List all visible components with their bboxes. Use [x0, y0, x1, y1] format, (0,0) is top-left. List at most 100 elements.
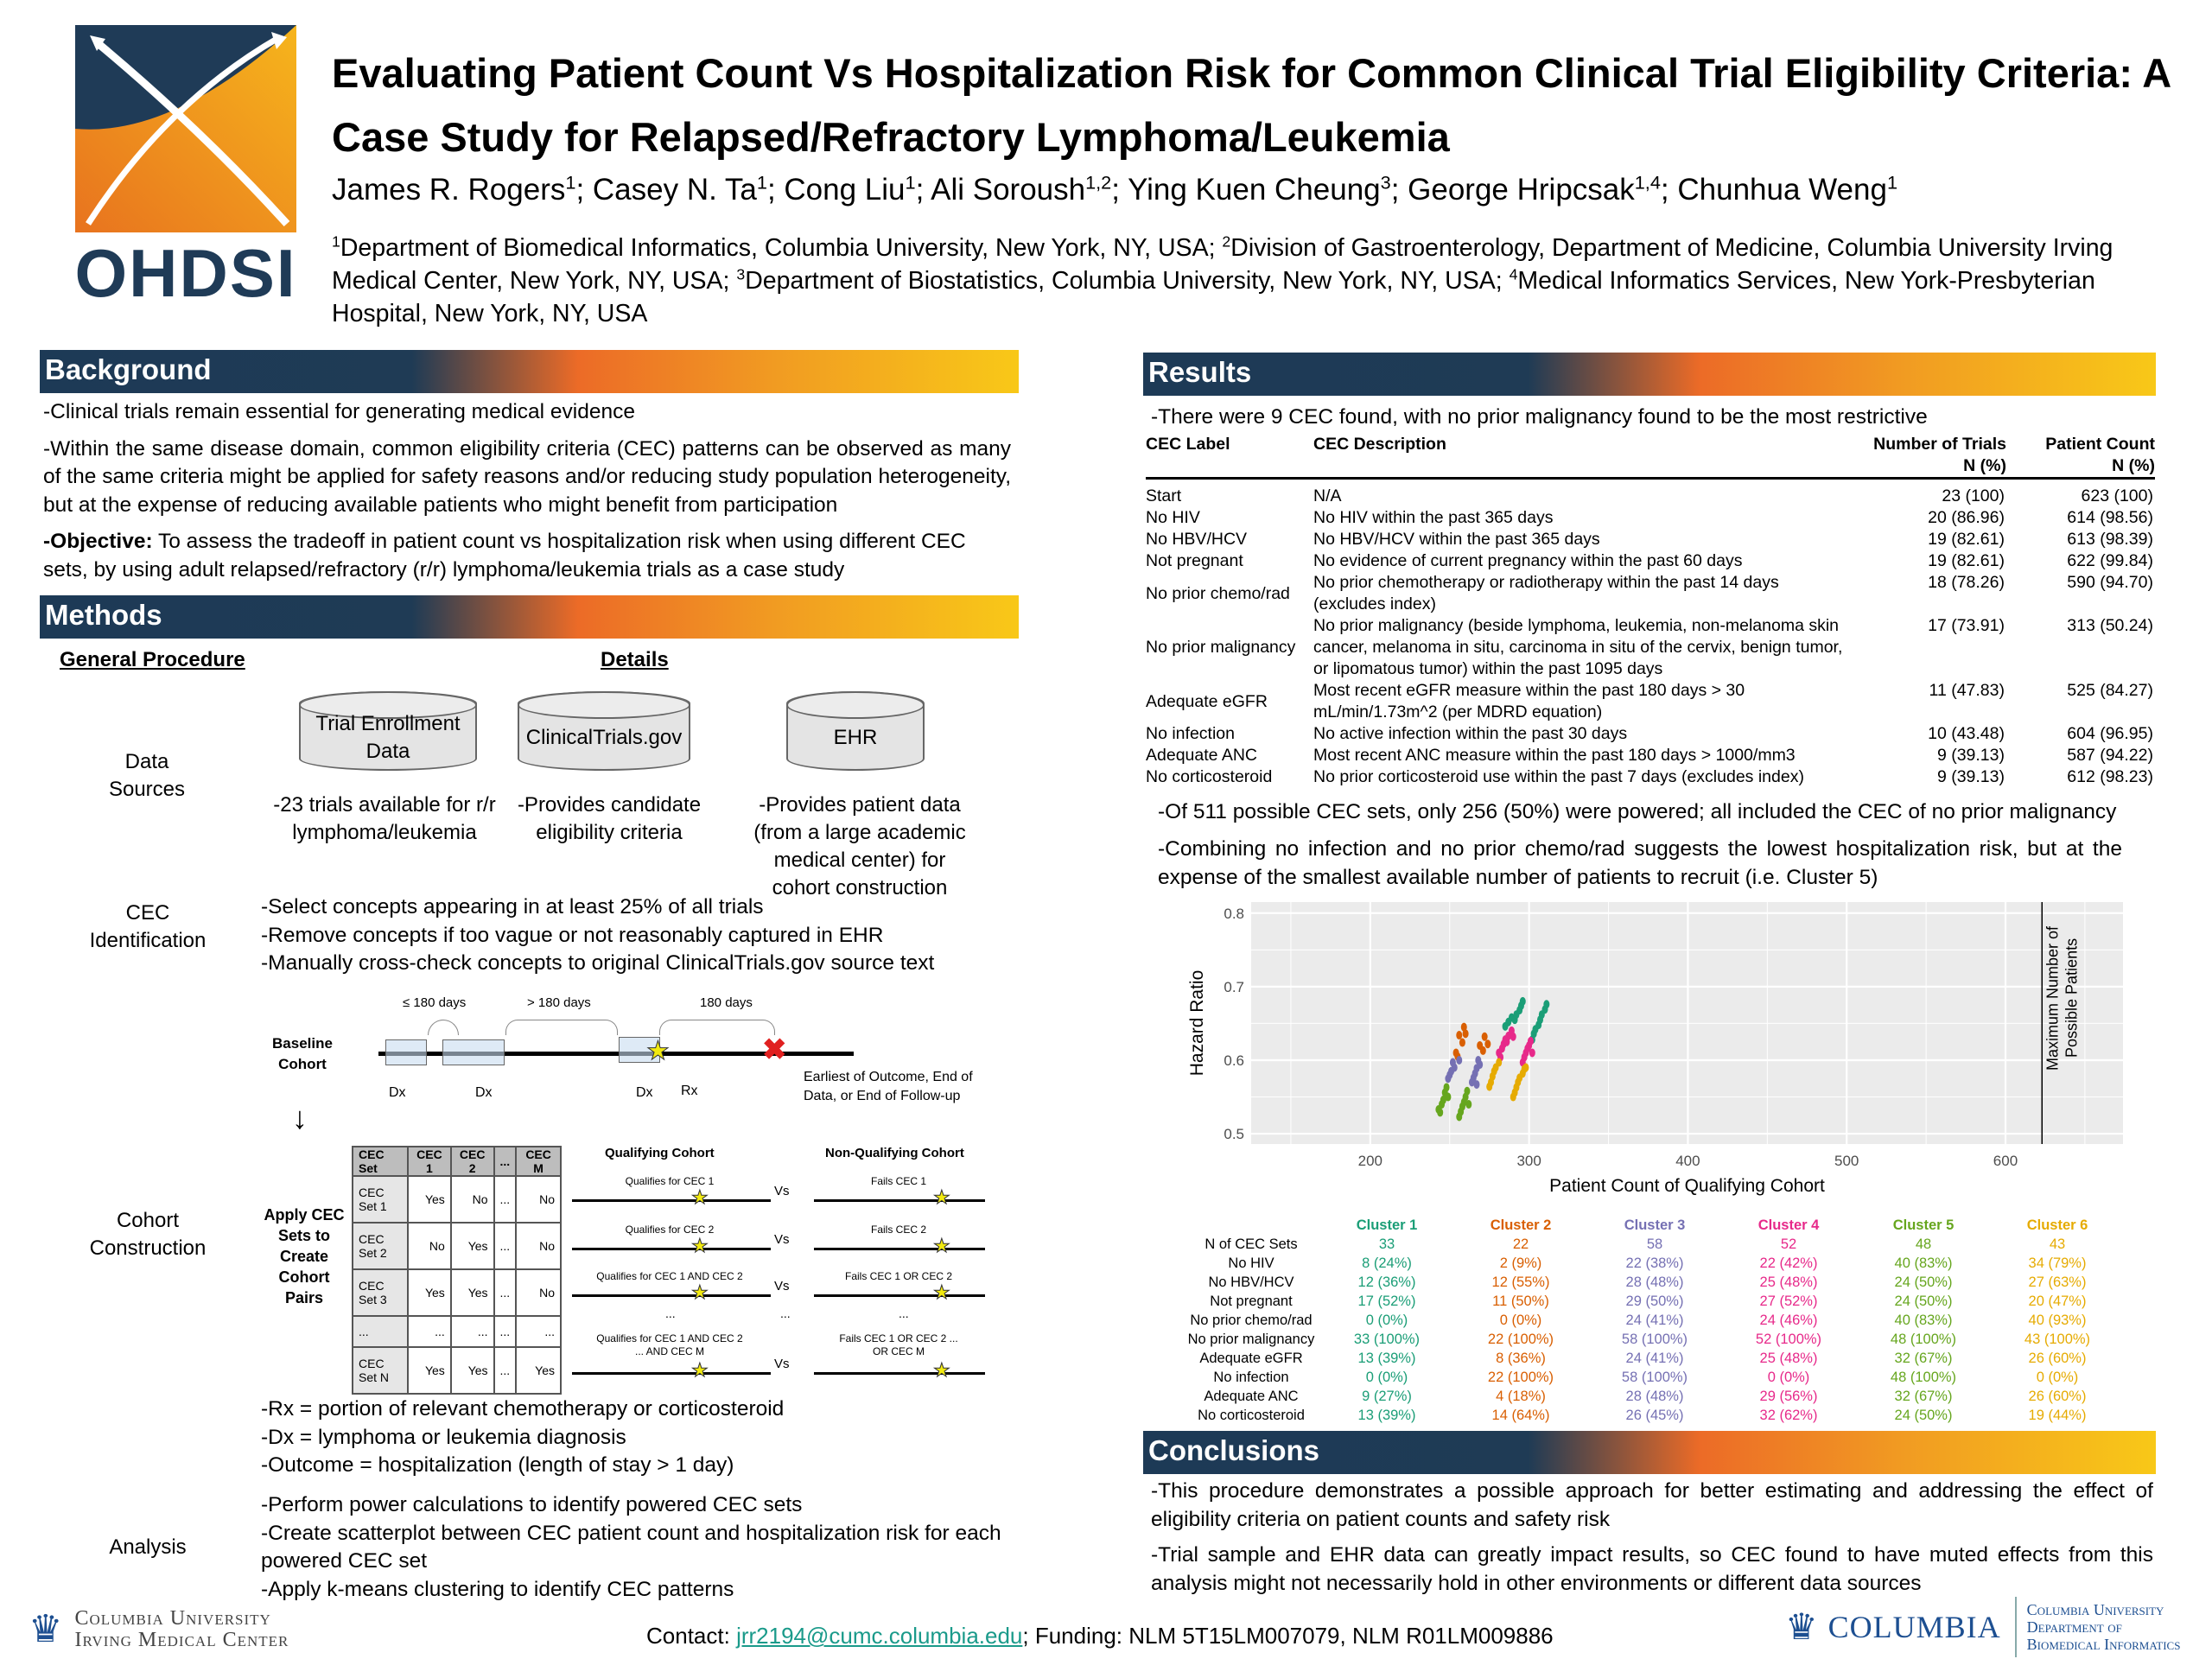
point-cluster-3 [1477, 1060, 1484, 1070]
cec-trials: 17 (73.91) [1928, 616, 2005, 635]
contact-email-link[interactable]: jrr2194@cumc.columbia.edu [736, 1623, 1023, 1649]
x-axis-label: Patient Count of Qualifying Cohort [1549, 1176, 1825, 1196]
grid-cell: CEC Set 2 [351, 1222, 410, 1270]
cluster-value: 48 [1915, 1236, 1932, 1252]
cec-label: Start [1146, 486, 1182, 505]
source-caption: -23 trials available for r/r lymphoma/le… [273, 793, 496, 844]
grid-row: CEC Set N Yes Yes... Yes [351, 1346, 562, 1395]
cluster-value: 32 (67%) [1894, 1351, 1953, 1366]
cluster-header: Cluster 1 [1356, 1217, 1418, 1233]
cec-description: No prior corticosteroid use within the p… [1313, 767, 1804, 786]
cec-description: Most recent ANC measure within the past … [1313, 746, 1796, 765]
cluster-value: 12 (55%) [1491, 1274, 1550, 1290]
cec-label: Adequate ANC [1146, 746, 1258, 765]
point-cluster-3 [1451, 1063, 1458, 1072]
point-cluster-5 [1440, 1095, 1446, 1104]
cluster-value: 0 (0%) [2036, 1370, 2079, 1385]
rx-star-icon: ★ [646, 1037, 671, 1065]
cluster-value: 26 (45%) [1625, 1408, 1684, 1423]
rx-label: Rx [681, 1084, 698, 1098]
cluster-header: Cluster 3 [1624, 1217, 1686, 1233]
logo-line: Columbia University [2026, 1601, 2164, 1618]
baseline-cohort-label: Baseline Cohort [272, 1035, 333, 1072]
bullet: -Apply k-means clustering to identify CE… [261, 1577, 734, 1601]
y-axis-label: Hazard Ratio [1187, 970, 1207, 1077]
definitions: -Rx = portion of relevant chemotherapy o… [261, 1395, 784, 1480]
qualifying-timeline [572, 1372, 771, 1375]
cec-trials: 11 (47.83) [1929, 681, 2005, 700]
cluster-value: 9 (27%) [1362, 1389, 1412, 1404]
cec-label: Adequate eGFR [1146, 691, 1268, 711]
background-point-1: -Clinical trials remain essential for ge… [43, 400, 635, 423]
definition: -Outcome = hospitalization (length of st… [261, 1453, 734, 1477]
results-point-3: -Combining no infection and no prior che… [1158, 837, 2122, 889]
nonqualifying-label: Fails CEC 1 OR CEC 2 ... OR CEC M [839, 1332, 958, 1357]
source-name: ClinicalTrials.gov [525, 726, 683, 749]
cec-row: No corticosteroid No prior corticosteroid… [1146, 766, 2155, 788]
cluster-value: 20 (47%) [2028, 1294, 2087, 1309]
point-cluster-1 [1519, 996, 1526, 1006]
cluster-value: 17 (52%) [1357, 1294, 1416, 1309]
dx-box [385, 1039, 427, 1065]
ellipsis: ... [780, 1306, 791, 1320]
grid-cell: ... [351, 1315, 410, 1348]
gap-label: > 180 days [527, 995, 591, 1010]
background-point-2: -Within the same disease domain, common … [43, 436, 1011, 517]
author-name: Ali Soroush [931, 173, 1086, 207]
end-x-icon: ✖ [762, 1033, 787, 1066]
cluster-value: 29 (50%) [1625, 1294, 1684, 1309]
col-details: Details [601, 648, 669, 671]
gap-label: ≤ 180 days [403, 995, 467, 1010]
cluster-value: 58 (100%) [1621, 1332, 1688, 1347]
author-affiliation-sup: 1,4 [1634, 171, 1661, 194]
x-tick-label: 200 [1358, 1153, 1382, 1169]
background-body: -Clinical trials remain essential for ge… [43, 398, 1011, 584]
cec-row: No prior chemo/rad No prior chemotherapy … [1146, 572, 2155, 615]
author-name: Casey N. Ta [592, 173, 757, 207]
nonqualifying-label: Fails CEC 2 [870, 1224, 926, 1236]
y-tick-label: 0.7 [1224, 979, 1244, 995]
cluster-value: 0 (0%) [1767, 1370, 1810, 1385]
gap-label: 180 days [700, 995, 753, 1010]
rx-star-icon: ★ [691, 1235, 709, 1256]
grid-header-cell: CEC M [515, 1146, 562, 1177]
cluster-value: 2 (9%) [1499, 1255, 1542, 1271]
crown-icon: ♛ [1785, 1606, 1818, 1647]
cec-identification-label: CEC Identification [89, 901, 207, 952]
analysis-bullets: -Perform power calculations to identify … [261, 1491, 1021, 1604]
author-name: Ying Kuen Cheung [1128, 173, 1381, 207]
cluster-value: 22 [1512, 1236, 1529, 1252]
grid-cell: ... [493, 1222, 518, 1270]
author-affiliation-sup: 3 [1380, 171, 1391, 194]
rx-star-icon: ★ [933, 1186, 951, 1208]
grid-cell: ... [515, 1315, 562, 1348]
cec-trials: 19 (82.61) [1928, 551, 2005, 570]
background-objective: -Objective: To assess the tradeoff in pa… [43, 528, 1011, 584]
author-affiliation-sup: 1,2 [1085, 171, 1112, 194]
results-intro: -There were 9 CEC found, with no prior m… [1151, 405, 1928, 429]
grid-header-cell: CEC 1 [407, 1146, 452, 1177]
cec-row: No infection No active infection within t… [1146, 723, 2155, 745]
author-affiliation-sup: 1 [565, 171, 576, 194]
qualifying-label: Qualifies for CEC 1 [625, 1175, 715, 1187]
cluster-value: 40 (83%) [1894, 1313, 1953, 1328]
cec-label: No HIV [1146, 508, 1200, 527]
col-header-trials: Number of Trials N (%) [1873, 435, 2006, 475]
grid-cell: ... [449, 1315, 495, 1348]
grid-cell: CEC Set N [351, 1346, 410, 1395]
scatter-chart: 200 300 400 500 600 0.5 0.6 0.7 0.8 Maximum Numbe… [1187, 902, 2123, 1196]
rx-star-icon: ★ [691, 1186, 709, 1208]
cluster-row-label: No infection [1213, 1370, 1289, 1385]
cec-patients: 614 (98.56) [2067, 508, 2153, 527]
ohdsi-logo-icon [75, 25, 296, 232]
vline-label: Maximum Number of [2044, 925, 2061, 1071]
grid-cell: ... [493, 1175, 518, 1224]
cec-patients: 313 (50.24) [2067, 616, 2153, 635]
cluster-value: 19 (44%) [2028, 1408, 2087, 1423]
nonqualifying-timeline [814, 1248, 985, 1250]
cec-patients: 525 (84.27) [2067, 681, 2153, 700]
grid-row: CEC Set 1 Yes No... No [351, 1175, 562, 1224]
point-cluster-3 [1456, 1055, 1463, 1065]
y-tick-label: 0.6 [1224, 1052, 1244, 1069]
point-cluster-2 [1462, 1029, 1469, 1039]
